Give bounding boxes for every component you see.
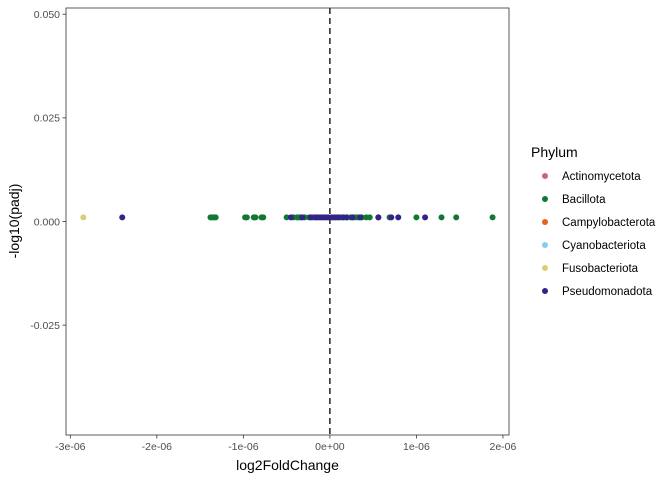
legend-key-fusobacteriota bbox=[542, 265, 548, 271]
data-point-bacillota bbox=[438, 214, 445, 221]
legend: Phylum Actinomycetota Bacillota Campylobac… bbox=[531, 144, 656, 298]
legend-label: Cyanobacteriota bbox=[562, 240, 646, 252]
data-points bbox=[80, 214, 496, 221]
legend-key-cyanobacteriota bbox=[542, 242, 548, 248]
x-tick-label: -2e-06 bbox=[142, 441, 173, 453]
data-point-pseudomonadota bbox=[375, 214, 382, 221]
data-point-bacillota bbox=[366, 214, 373, 221]
plot-panel-background bbox=[66, 8, 509, 435]
y-tick-label: 0.050 bbox=[34, 9, 60, 21]
x-tick-label: -1e-06 bbox=[228, 441, 259, 453]
data-point-pseudomonadota bbox=[422, 214, 429, 221]
x-axis-title: log2FoldChange bbox=[236, 457, 339, 473]
data-point-pseudomonadota bbox=[335, 214, 342, 221]
data-point-pseudomonadota bbox=[307, 214, 314, 221]
legend-label: Fusobacteriota bbox=[562, 263, 639, 275]
x-tick-label: 1e-06 bbox=[403, 441, 430, 453]
x-tick-label: 2e-06 bbox=[490, 441, 517, 453]
data-point-bacillota bbox=[283, 214, 290, 221]
data-point-bacillota bbox=[413, 214, 420, 221]
x-axis: -3e-06 -2e-06 -1e-06 0e+00 1e-06 2e-06 bbox=[55, 435, 517, 453]
y-tick-label: 0.000 bbox=[34, 216, 60, 228]
legend-key-campylobacterota bbox=[542, 219, 548, 225]
data-point-pseudomonadota bbox=[349, 214, 356, 221]
data-point-bacillota bbox=[252, 214, 259, 221]
data-point-bacillota bbox=[453, 214, 460, 221]
data-point-pseudomonadota bbox=[395, 214, 402, 221]
legend-key-bacillota bbox=[542, 196, 548, 202]
legend-label: Actinomycetota bbox=[562, 171, 641, 183]
data-point-fusobacteriota bbox=[80, 214, 87, 221]
data-point-pseudomonadota bbox=[299, 214, 306, 221]
data-point-pseudomonadota bbox=[388, 214, 395, 221]
data-point-pseudomonadota bbox=[343, 214, 350, 221]
data-point-pseudomonadota bbox=[357, 214, 364, 221]
x-tick-label: 0e+00 bbox=[315, 441, 345, 453]
y-tick-label: 0.025 bbox=[34, 113, 60, 125]
x-tick-label: -3e-06 bbox=[55, 441, 86, 453]
plot-panel-border bbox=[65, 7, 510, 436]
data-point-bacillota bbox=[212, 214, 219, 221]
legend-key-actinomycetota bbox=[542, 173, 548, 179]
legend-title: Phylum bbox=[531, 144, 578, 160]
data-point-bacillota bbox=[260, 214, 267, 221]
data-point-pseudomonadota bbox=[119, 214, 126, 221]
data-point-bacillota bbox=[243, 214, 250, 221]
y-axis-title: -log10(padj) bbox=[6, 184, 22, 259]
legend-label: Pseudomonadota bbox=[562, 286, 653, 298]
legend-label: Bacillota bbox=[562, 194, 606, 206]
y-tick-label: -0.025 bbox=[30, 320, 60, 332]
legend-key-pseudomonadota bbox=[542, 288, 548, 294]
data-point-bacillota bbox=[489, 214, 496, 221]
y-axis: -0.025 0.000 0.025 0.050 bbox=[30, 9, 66, 332]
legend-label: Campylobacterota bbox=[562, 217, 656, 229]
data-point-pseudomonadota bbox=[287, 214, 294, 221]
